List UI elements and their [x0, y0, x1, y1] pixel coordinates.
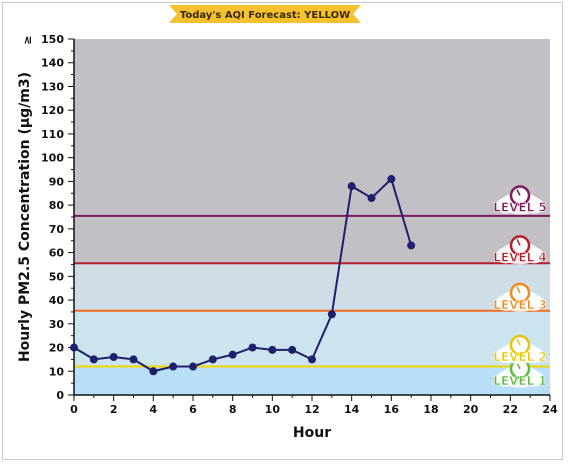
data-point [70, 343, 78, 352]
aqi-forecast-text: Today's AQI Forecast: YELLOW [180, 10, 350, 21]
data-point [268, 345, 277, 354]
aqi-band-3 [74, 263, 550, 311]
y-tick-label: 30 [49, 318, 65, 331]
data-point [109, 353, 118, 362]
y-tick-label: 0 [56, 389, 64, 402]
y-tick-label: 50 [49, 270, 65, 283]
y-tick-label: 150 [41, 33, 64, 46]
data-point [407, 241, 416, 250]
y-tick-label: 60 [49, 247, 65, 260]
level-label: LEVEL 4 [493, 250, 547, 264]
chart-frame: Today's AQI Forecast: YELLOW LEVEL 1 LEVE… [2, 2, 563, 460]
y-tick-label: 70 [49, 223, 65, 236]
data-point [387, 175, 396, 184]
data-point [248, 343, 257, 352]
x-tick-label: 20 [463, 403, 479, 416]
y-axis-title: Hourly PM2.5 Concentration (µg/m3) [17, 72, 33, 362]
data-point [367, 194, 376, 203]
pm25-series [70, 175, 416, 376]
level-label: LEVEL 5 [493, 201, 547, 215]
data-point [89, 355, 98, 364]
x-tick-label: 4 [150, 403, 158, 416]
data-point [149, 367, 158, 376]
x-tick-label: 22 [503, 403, 518, 416]
aqi-threshold-lines [74, 214, 550, 368]
data-point [129, 355, 138, 364]
level-5-badge: LEVEL 5 [493, 185, 547, 215]
y-tick-label: 120 [41, 104, 64, 117]
data-point [228, 350, 237, 359]
level-1-badge: LEVEL 1 [493, 358, 547, 388]
level-3-badge: LEVEL 3 [493, 282, 547, 312]
data-point [189, 362, 197, 371]
y-tick-label: 100 [41, 152, 64, 165]
y-tick-label: 90 [49, 175, 65, 188]
y-tick-label: 40 [49, 294, 65, 307]
y-top-prefix-label: ≥ [21, 35, 34, 44]
data-point [327, 310, 336, 319]
aqi-forecast-banner: Today's AQI Forecast: YELLOW [169, 5, 361, 23]
clock-hand-icon [516, 189, 521, 196]
clock-hand-icon [516, 239, 521, 246]
x-tick-label: 2 [110, 403, 118, 416]
x-tick-label: 0 [70, 403, 78, 416]
level-label: LEVEL 2 [493, 350, 547, 364]
level-label: LEVEL 3 [493, 298, 547, 312]
level-4-badge: LEVEL 4 [493, 235, 547, 265]
pm25-chart: Today's AQI Forecast: YELLOW LEVEL 1LEVE… [17, 5, 558, 441]
y-tick-label: 110 [41, 128, 64, 141]
aqi-level-badges: LEVEL 1 LEVEL 2 LEVEL 3 LEVEL 4 LEVEL 5 [493, 185, 547, 388]
x-tick-label: 6 [189, 403, 197, 416]
aqi-band-1 [74, 366, 550, 395]
aqi-bands [74, 39, 550, 395]
axes: 0 10 20 30 40 50 60 70 80 90 100 110 120 130 140 150 ≥0 2… [21, 33, 558, 416]
x-tick-label: 18 [423, 403, 438, 416]
y-tick-label: 10 [49, 365, 65, 378]
x-tick-label: 10 [265, 403, 281, 416]
data-point [308, 355, 316, 364]
level-label: LEVEL 1 [493, 374, 547, 388]
level-2-badge: LEVEL 2 [493, 334, 547, 364]
x-tick-label: 24 [542, 403, 558, 416]
banner-ribbon [169, 5, 361, 23]
aqi-band-4 [74, 39, 550, 264]
x-axis-title: Hour [293, 425, 331, 441]
data-point [208, 355, 217, 364]
x-tick-label: 16 [384, 403, 400, 416]
data-point [288, 345, 297, 354]
clock-hand-icon [516, 286, 521, 294]
y-tick-label: 140 [41, 57, 64, 70]
y-tick-label: 80 [49, 199, 65, 212]
x-tick-label: 8 [229, 403, 237, 416]
x-tick-label: 14 [344, 403, 360, 416]
data-point [169, 362, 178, 371]
x-tick-label: 12 [304, 403, 319, 416]
y-tick-label: 130 [41, 80, 64, 93]
clock-hand-icon [516, 338, 521, 346]
data-point [347, 182, 356, 191]
y-tick-label: 20 [49, 342, 65, 355]
